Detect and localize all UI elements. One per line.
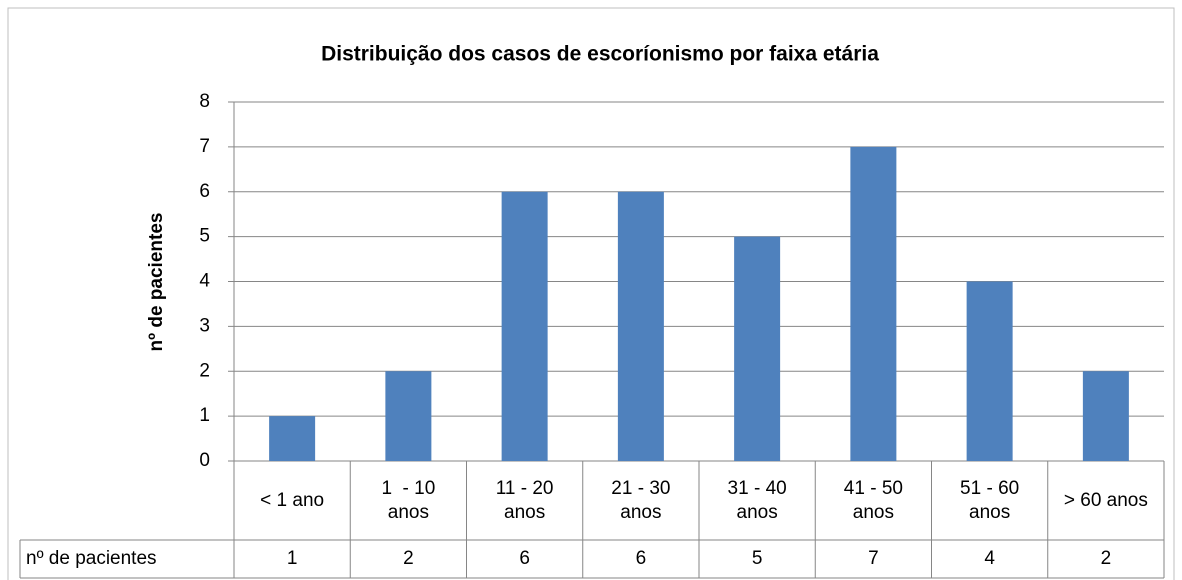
y-tick-label: 0 bbox=[199, 450, 210, 471]
bar bbox=[385, 371, 432, 461]
bar bbox=[617, 191, 664, 461]
x-tick-label: 1 - 10 anos bbox=[381, 478, 441, 523]
table-value: 2 bbox=[403, 548, 414, 569]
x-tick-label: 11 - 20 anos bbox=[495, 478, 559, 523]
y-tick-label: 7 bbox=[199, 136, 210, 157]
chart-border bbox=[7, 7, 1175, 580]
y-tick-label: 3 bbox=[199, 315, 210, 336]
table-value: 7 bbox=[868, 548, 879, 569]
x-tick-label: 51 - 60 anos bbox=[960, 478, 1025, 523]
y-tick-label: 8 bbox=[199, 91, 210, 112]
bar bbox=[501, 191, 548, 461]
y-tick-label: 1 bbox=[199, 405, 210, 426]
y-tick-label: 6 bbox=[199, 181, 210, 202]
table-value: 4 bbox=[984, 548, 995, 569]
table-value: 1 bbox=[287, 548, 298, 569]
table-value: 5 bbox=[752, 548, 763, 569]
bar bbox=[269, 416, 316, 461]
x-tick-label: > 60 anos bbox=[1063, 490, 1148, 511]
table-value: 6 bbox=[519, 548, 530, 569]
x-tick-label: 21 - 30 anos bbox=[611, 478, 676, 523]
bar bbox=[850, 146, 897, 461]
table-row-label: nº de pacientes bbox=[26, 548, 157, 569]
bar bbox=[734, 236, 781, 461]
table-value: 6 bbox=[636, 548, 647, 569]
y-tick-label: 4 bbox=[199, 271, 210, 292]
table-value: 2 bbox=[1101, 548, 1112, 569]
y-tick-label: 5 bbox=[199, 226, 210, 247]
chart-title: Distribuição dos casos de escoríonismo p… bbox=[321, 43, 879, 66]
y-tick-label: 2 bbox=[199, 360, 210, 381]
x-tick-label: 41 - 50 anos bbox=[843, 478, 909, 523]
bar bbox=[966, 281, 1013, 461]
x-tick-label: < 1 ano bbox=[260, 490, 325, 511]
x-tick-label: 31 - 40 anos bbox=[727, 478, 792, 523]
y-axis-label: nº de pacientes bbox=[146, 213, 167, 352]
bar bbox=[1082, 371, 1129, 461]
